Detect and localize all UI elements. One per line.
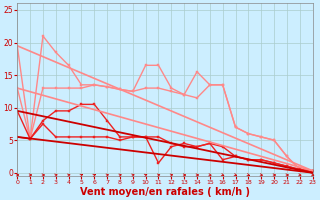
X-axis label: Vent moyen/en rafales ( km/h ): Vent moyen/en rafales ( km/h )	[80, 187, 250, 197]
